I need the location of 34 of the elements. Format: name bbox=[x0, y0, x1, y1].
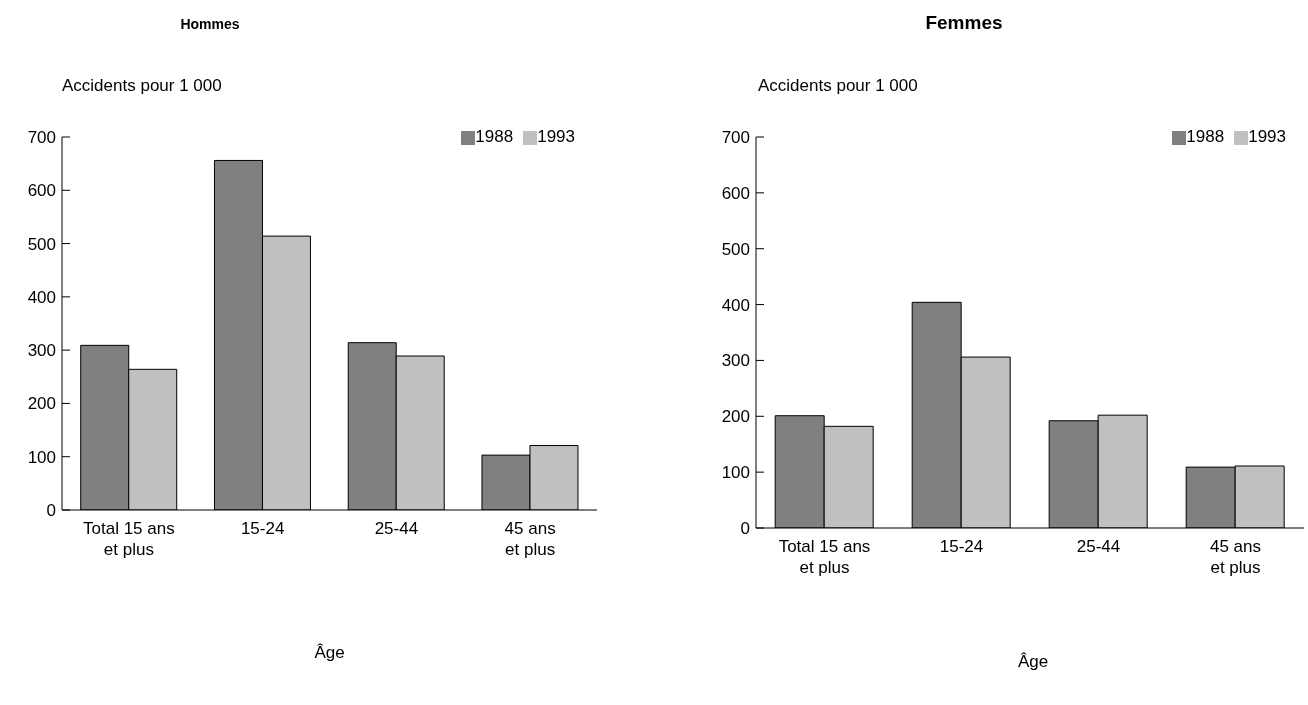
y-tick-label: 0 bbox=[740, 519, 750, 539]
y-tick-label: 0 bbox=[46, 501, 56, 521]
x-tick-label: 25-44 bbox=[1076, 537, 1121, 556]
y-tick-label: 500 bbox=[27, 234, 56, 254]
legend-label: 1993 bbox=[537, 127, 575, 146]
y-tick-label: 600 bbox=[721, 183, 750, 203]
legend-label: 1988 bbox=[475, 127, 514, 146]
x-axis-title: Âge bbox=[313, 643, 346, 663]
x-tick-label: 45 ans et plus bbox=[1209, 537, 1262, 577]
y-tick-label: 600 bbox=[27, 181, 56, 201]
y-tick-label: 400 bbox=[721, 295, 750, 315]
y-tick-label: 500 bbox=[721, 239, 750, 259]
chart-title: Hommes bbox=[179, 16, 241, 32]
y-tick-label: 700 bbox=[721, 128, 750, 148]
x-tick-label: 15-24 bbox=[939, 537, 984, 556]
y-tick-label: 300 bbox=[721, 351, 750, 371]
y-axis-title: Accidents pour 1 000 bbox=[62, 76, 222, 96]
legend-label: 1993 bbox=[1248, 127, 1286, 146]
y-axis-title: Accidents pour 1 000 bbox=[758, 76, 918, 96]
x-tick-label: Total 15 ans et plus bbox=[83, 519, 175, 559]
y-tick-label: 700 bbox=[27, 128, 56, 148]
x-tick-label: 45 ans et plus bbox=[504, 519, 556, 559]
legend-label: 1988 bbox=[1186, 127, 1225, 146]
y-tick-label: 300 bbox=[27, 341, 56, 361]
x-tick-label: 15-24 bbox=[240, 519, 285, 538]
x-tick-label: 25-44 bbox=[374, 519, 419, 538]
y-tick-label: 100 bbox=[721, 463, 750, 483]
y-tick-label: 200 bbox=[721, 407, 750, 427]
y-tick-label: 200 bbox=[27, 394, 56, 414]
x-tick-label: Total 15 ans et plus bbox=[778, 537, 871, 577]
y-tick-label: 100 bbox=[27, 447, 56, 467]
chart-title: Femmes bbox=[924, 12, 1004, 34]
x-axis-title: Âge bbox=[1016, 652, 1050, 672]
y-tick-label: 400 bbox=[27, 287, 56, 307]
